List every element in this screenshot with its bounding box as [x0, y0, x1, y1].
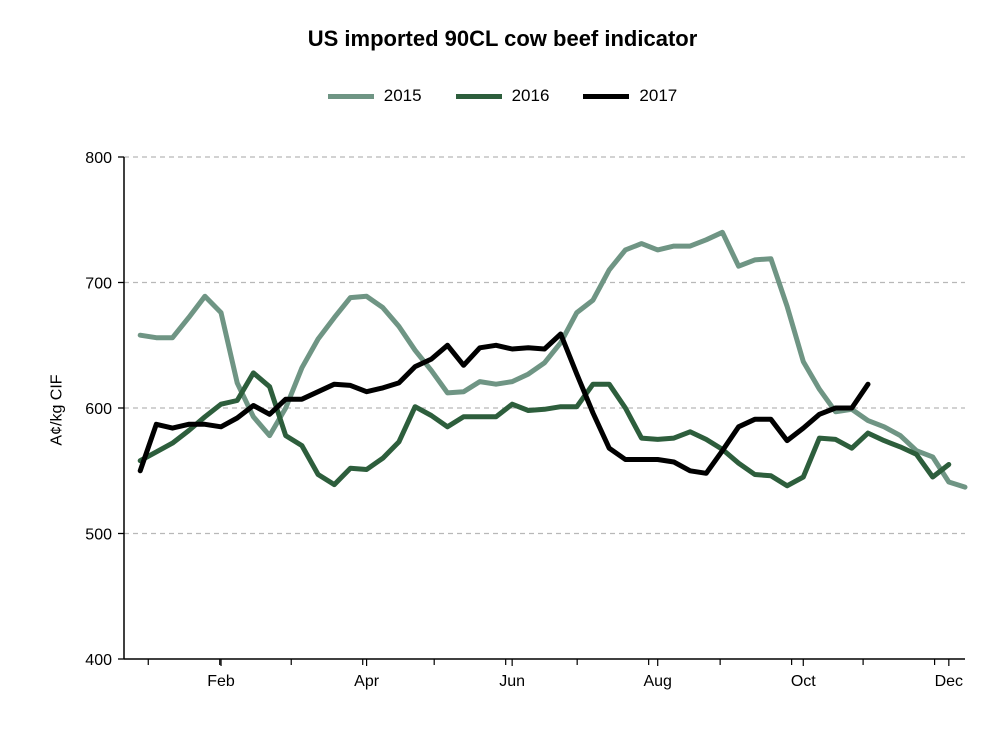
legend-label-2017: 2017	[639, 86, 678, 105]
y-tick-label-800: 800	[85, 150, 112, 167]
x-tick-label-oct: Oct	[791, 673, 816, 690]
series-line-2016	[137, 370, 952, 489]
x-tick-label-apr: Apr	[354, 673, 380, 690]
legend-item-2017: 2017	[583, 86, 677, 106]
legend-swatch-2016	[455, 93, 502, 99]
legend-item-2016: 2016	[455, 86, 550, 106]
y-tick-label-600: 600	[85, 401, 112, 418]
y-tick-label-400: 400	[85, 652, 112, 669]
x-tick-label-dec: Dec	[935, 673, 963, 690]
series-line-2015	[137, 229, 968, 490]
series-line-2017	[137, 331, 871, 476]
legend: 2015 2016 2017	[0, 86, 1005, 106]
legend-swatch-2015	[327, 93, 374, 99]
legend-swatch-2017	[583, 93, 630, 99]
x-tick-label-feb: Feb	[207, 673, 235, 690]
x-tick-label-aug: Aug	[643, 673, 671, 690]
legend-item-2015: 2015	[327, 86, 422, 106]
legend-label-2015: 2015	[383, 86, 422, 105]
y-tick-label-500: 500	[85, 527, 112, 544]
y-tick-label-700: 700	[85, 276, 112, 293]
chart-title: US imported 90CL cow beef indicator	[307, 26, 698, 51]
legend-label-2016: 2016	[511, 86, 550, 105]
x-tick-label-jun: Jun	[499, 673, 525, 690]
